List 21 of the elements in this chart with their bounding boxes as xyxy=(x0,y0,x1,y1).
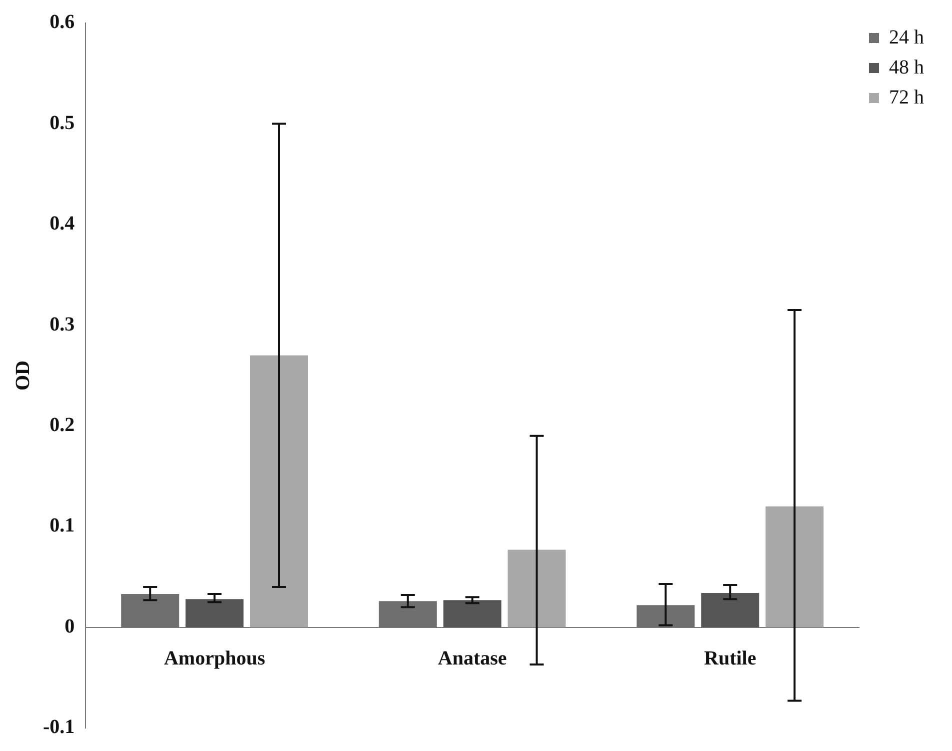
bar xyxy=(250,355,308,628)
y-tick-label: -0.1 xyxy=(42,716,75,738)
bar xyxy=(443,600,502,628)
y-tick-label: 0.2 xyxy=(50,414,75,436)
bar xyxy=(701,593,760,628)
y-tick-label: 0.6 xyxy=(50,11,75,34)
y-axis-title: OD xyxy=(12,360,34,390)
x-tick-label: Anatase xyxy=(438,647,507,670)
legend-label: 48 h xyxy=(889,56,924,78)
y-tick-label: 0 xyxy=(64,615,75,638)
x-tick-label: Rutile xyxy=(704,647,756,670)
y-tick-label: 0.5 xyxy=(50,112,75,134)
y-tick-label: 0.1 xyxy=(50,514,75,537)
y-tick-label: 0.4 xyxy=(50,212,75,235)
legend-label: 24 h xyxy=(889,26,924,48)
bar xyxy=(186,599,244,628)
legend-label: 72 h xyxy=(889,86,924,108)
y-tick-label: 0.3 xyxy=(50,313,75,336)
bar xyxy=(766,506,824,628)
x-tick-label: Amorphous xyxy=(164,647,266,670)
bar xyxy=(508,550,566,628)
